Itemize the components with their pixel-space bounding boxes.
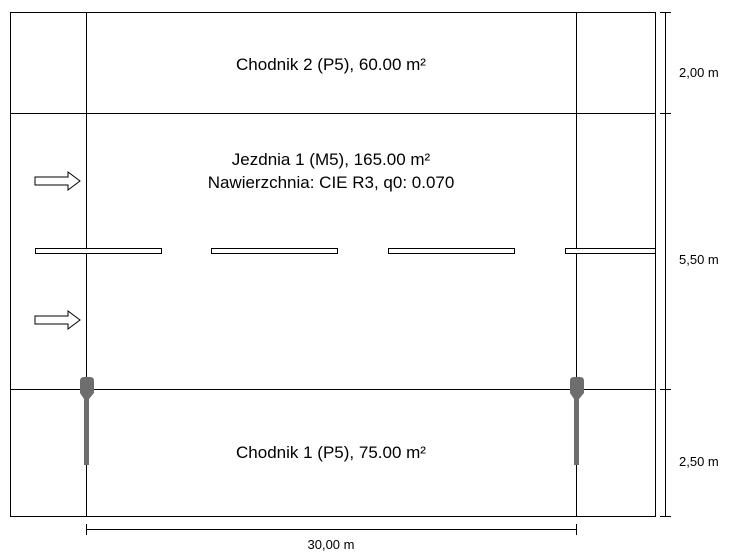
lane-marking-dash [388, 248, 515, 254]
diagram-frame [10, 12, 656, 517]
sidewalk-top-label: Chodnik 2 (P5), 60.00 m² [236, 55, 426, 74]
lane-marking-dash [35, 248, 162, 254]
roadway-surface-label: Nawierzchnia: CIE R3, q0: 0.070 [208, 173, 455, 192]
length-dimension [86, 524, 577, 535]
lane-marking-dash [565, 248, 656, 254]
sidewalk-bottom-label: Chodnik 1 (P5), 75.00 m² [236, 443, 426, 462]
roadway-label: Jezdnia 1 (M5), 165.00 m² [232, 150, 431, 169]
luminaire-right [570, 377, 584, 465]
dimension-bottom-width: 2,50 m [679, 454, 719, 469]
direction-arrow-upper [34, 171, 81, 191]
dimension-top-width: 2,00 m [679, 65, 719, 80]
dimension-length: 30,00 m [308, 537, 355, 552]
dimension-road-width: 5,50 m [679, 252, 719, 267]
direction-arrow-lower [34, 310, 81, 330]
lane-marking-dash [211, 248, 338, 254]
luminaire-left [80, 377, 94, 465]
width-dimension [660, 12, 671, 517]
